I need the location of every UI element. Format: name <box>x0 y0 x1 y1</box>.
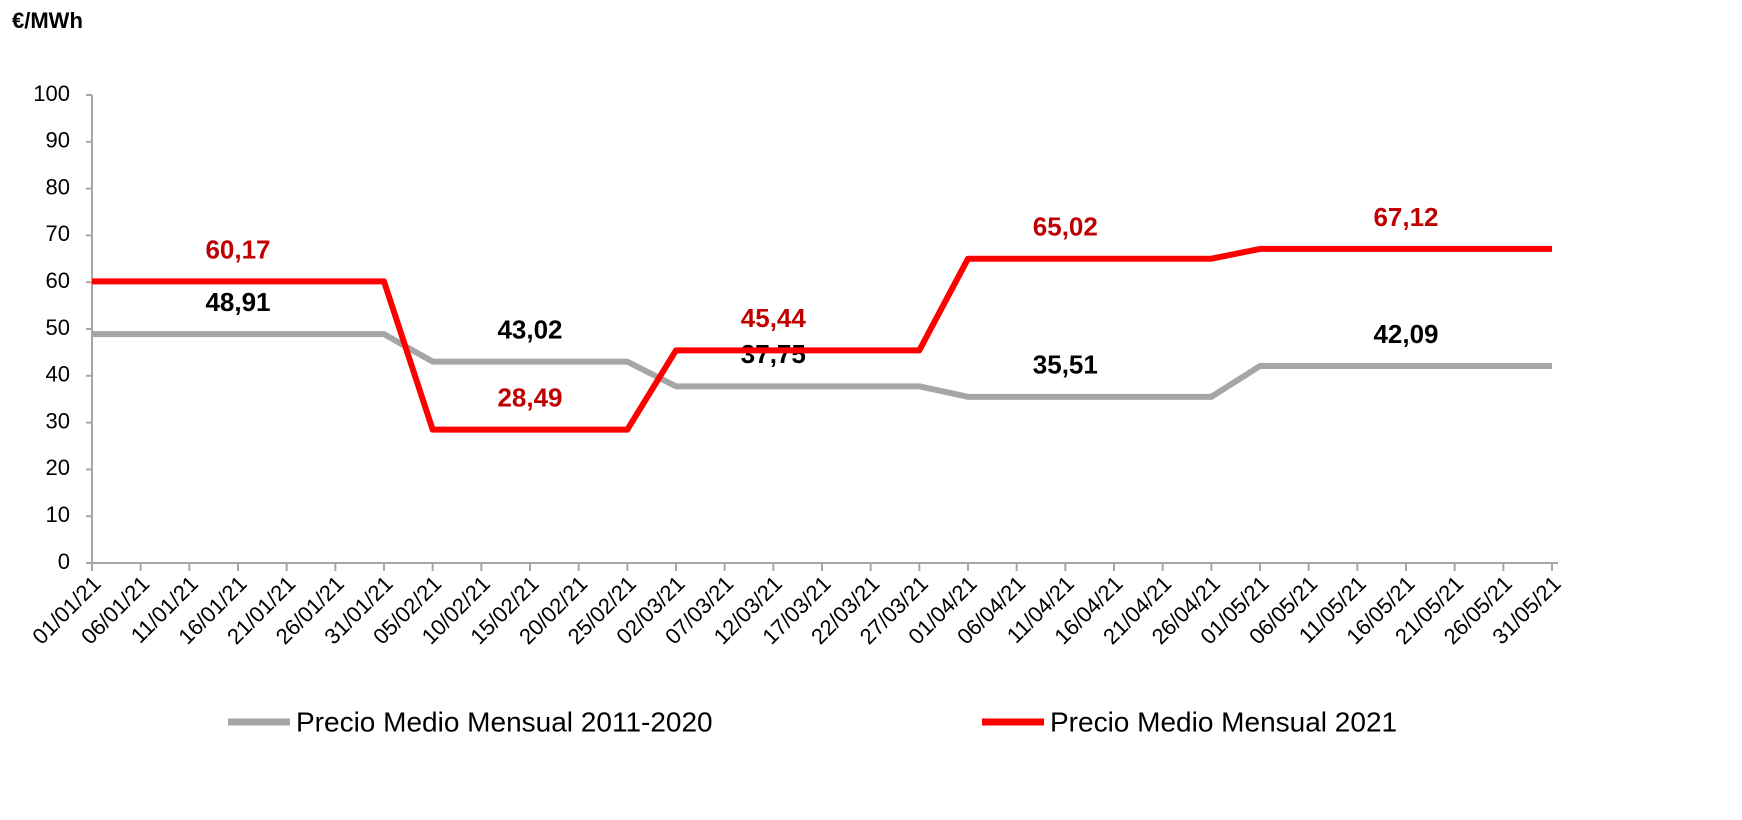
y-tick-label: 90 <box>46 128 70 153</box>
series-line <box>92 331 1552 400</box>
y-tick-label: 0 <box>58 549 70 574</box>
data-label: 37,75 <box>741 339 806 369</box>
data-label: 65,02 <box>1033 212 1098 242</box>
y-tick-label: 60 <box>46 268 70 293</box>
data-label: 60,17 <box>205 234 270 264</box>
legend-label: Precio Medio Mensual 2021 <box>1050 706 1397 737</box>
y-tick-label: 50 <box>46 315 70 340</box>
data-label: 45,44 <box>741 303 807 333</box>
y-tick-label: 40 <box>46 362 70 387</box>
y-axis-unit: €/MWh <box>12 8 83 33</box>
data-label: 67,12 <box>1373 202 1438 232</box>
y-tick-label: 20 <box>46 455 70 480</box>
data-label: 35,51 <box>1033 350 1098 380</box>
data-label: 28,49 <box>497 383 562 413</box>
legend-label: Precio Medio Mensual 2011-2020 <box>296 706 713 737</box>
data-label: 48,91 <box>205 287 270 317</box>
data-label: 42,09 <box>1373 319 1438 349</box>
data-label: 43,02 <box>497 315 562 345</box>
y-tick-label: 30 <box>46 408 70 433</box>
y-tick-label: 10 <box>46 502 70 527</box>
series-line <box>92 245 1552 433</box>
y-tick-label: 80 <box>46 174 70 199</box>
y-tick-label: 70 <box>46 221 70 246</box>
y-tick-label: 100 <box>33 81 70 106</box>
